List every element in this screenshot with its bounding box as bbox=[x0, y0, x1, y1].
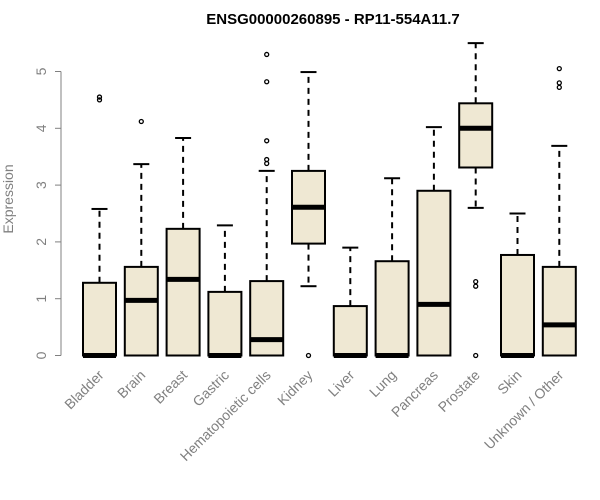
box-rect bbox=[374, 260, 410, 357]
y-tick-label: 0 bbox=[33, 351, 49, 359]
box-rect bbox=[500, 253, 535, 357]
box-rect bbox=[82, 281, 117, 357]
box-lung bbox=[374, 177, 410, 358]
outlier-point bbox=[556, 84, 562, 91]
outlier-point bbox=[264, 138, 270, 144]
outlier-point bbox=[264, 51, 270, 58]
outlier-point bbox=[264, 156, 270, 163]
box-pancreas bbox=[416, 126, 452, 357]
outlier-point bbox=[96, 94, 103, 100]
y-axis: 0 1 2 3 4 5 bbox=[33, 67, 62, 359]
outlier-point bbox=[264, 79, 270, 85]
y-axis-label: Expression bbox=[0, 164, 16, 233]
y-tick-label: 4 bbox=[33, 124, 49, 132]
outlier-point bbox=[138, 118, 144, 125]
x-tick-label: Bladder bbox=[61, 367, 107, 413]
box-rect bbox=[458, 102, 494, 169]
x-tick-label: Skin bbox=[494, 367, 525, 398]
box-rect bbox=[123, 265, 159, 357]
box-rect bbox=[416, 189, 452, 357]
x-tick-label: Prostate bbox=[435, 367, 483, 415]
y-tick-label: 2 bbox=[33, 238, 49, 246]
outlier-point bbox=[473, 352, 479, 359]
y-tick-label: 3 bbox=[33, 181, 49, 189]
x-tick-label: Breast bbox=[150, 367, 190, 407]
y-tick-label: 5 bbox=[33, 67, 49, 75]
box-gastric bbox=[207, 224, 243, 358]
x-tick-label: Unknown / Other bbox=[481, 367, 567, 453]
box-brain bbox=[123, 118, 159, 357]
y-tick-label: 1 bbox=[33, 295, 49, 303]
x-tick-label: Kidney bbox=[274, 367, 316, 409]
outlier-point bbox=[473, 283, 479, 289]
x-tick-label: Brain bbox=[114, 367, 148, 401]
box-breast bbox=[165, 136, 201, 357]
outlier-point bbox=[473, 279, 479, 285]
outlier-point bbox=[96, 97, 103, 103]
box-hematopoietic-cells bbox=[249, 51, 285, 357]
box-prostate bbox=[458, 42, 494, 359]
outlier-point bbox=[556, 66, 562, 72]
box-kidney bbox=[291, 71, 326, 359]
chart-title: ENSG00000260895 - RP11-554A11.7 bbox=[206, 11, 460, 28]
x-tick-label: Liver bbox=[325, 367, 358, 400]
box-rect bbox=[541, 265, 577, 357]
outlier-point bbox=[556, 80, 562, 86]
outlier-point bbox=[305, 352, 312, 359]
box-liver bbox=[332, 246, 368, 358]
box-rect bbox=[165, 227, 201, 357]
box-rect bbox=[332, 305, 368, 357]
boxes-group bbox=[82, 42, 577, 359]
box-rect bbox=[207, 290, 243, 357]
box-skin bbox=[500, 212, 535, 358]
box-unknown-other bbox=[541, 66, 577, 357]
box-bladder bbox=[82, 94, 117, 358]
x-tick-label: Lung bbox=[366, 367, 399, 400]
box-rect bbox=[249, 280, 285, 357]
